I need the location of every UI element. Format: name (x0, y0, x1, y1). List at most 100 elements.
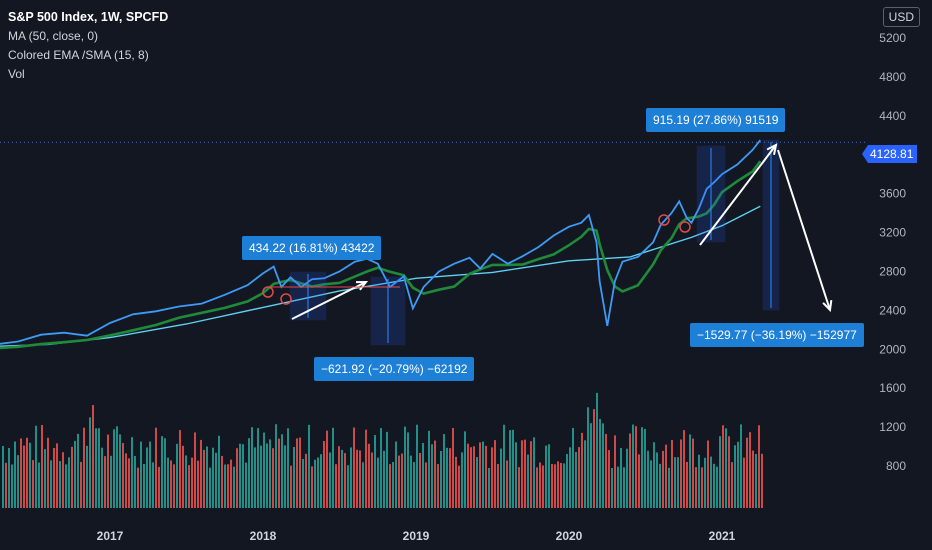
x-tick-label: 2017 (97, 529, 124, 543)
legend-ema-sma[interactable]: Colored EMA /SMA (15, 8) (8, 48, 149, 62)
volume-bar (485, 445, 487, 508)
volume-bar (251, 427, 253, 508)
volume-bar (419, 452, 421, 508)
volume-bar (518, 467, 520, 508)
volume-bar (665, 444, 667, 508)
volume-bar (536, 467, 538, 508)
volume-bar (26, 437, 28, 508)
volume-bar (266, 443, 268, 508)
volume-bar (449, 448, 451, 508)
volume-bar (698, 454, 700, 508)
volume-bar (203, 449, 205, 508)
volume-bar (458, 465, 460, 508)
volume-bar (440, 451, 442, 508)
volume-bar (239, 443, 241, 508)
measure-callout-3[interactable]: 915.19 (27.86%) 91519 (646, 108, 786, 132)
volume-bar (617, 466, 619, 508)
volume-bar (272, 448, 274, 508)
volume-bar (566, 453, 568, 508)
volume-bar (122, 443, 124, 508)
marker-circle (658, 214, 670, 226)
drawings[interactable] (0, 139, 866, 346)
volume-bar (347, 465, 349, 508)
volume-bar (68, 457, 70, 508)
volume-bar (728, 436, 730, 508)
volume-bar (677, 457, 679, 508)
volume-bar (479, 442, 481, 508)
volume-bar (5, 462, 7, 508)
volume-bar (125, 453, 127, 508)
volume-bar (155, 427, 157, 508)
volume-bar (341, 449, 343, 508)
volume-bar (512, 429, 514, 508)
volume-bar (488, 467, 490, 508)
volume-bar (248, 438, 250, 508)
legend-vol[interactable]: Vol (8, 67, 25, 81)
volume-bar (590, 423, 592, 508)
volume-bar (92, 405, 94, 508)
volume-bar (605, 433, 607, 508)
price-line (0, 139, 762, 345)
volume-bar (173, 464, 175, 508)
volume-bar (716, 466, 718, 508)
volume-bar (467, 443, 469, 508)
volume-bar (494, 440, 496, 508)
x-tick-label: 2021 (709, 529, 736, 543)
volume-bar (299, 437, 301, 508)
volume-bar (116, 426, 118, 508)
volume-bar (683, 430, 685, 508)
last-price-tag: 4128.81 (861, 145, 918, 163)
volume-bar (581, 432, 583, 508)
volume-bar (446, 447, 448, 508)
volume-bar (140, 441, 142, 508)
volume-bar (242, 444, 244, 508)
volume-bar (38, 462, 40, 508)
volume-bar (761, 453, 763, 508)
volume-bar (218, 435, 220, 508)
volume-bar (236, 448, 238, 508)
trend-arrow (699, 144, 777, 246)
volume-bar (47, 437, 49, 508)
legend-ma[interactable]: MA (50, close, 0) (8, 29, 99, 43)
volume-bar (362, 462, 364, 508)
volume-bar (455, 456, 457, 508)
volume-bar (491, 447, 493, 508)
volume-bar (371, 452, 373, 508)
volume-bar (260, 445, 262, 508)
volume-bar (86, 445, 88, 508)
volume-bar (719, 436, 721, 508)
volume-bar (326, 430, 328, 508)
volume-bar (701, 467, 703, 508)
volume-bar (230, 459, 232, 508)
y-tick-label: 4400 (879, 109, 906, 123)
volume-bar (188, 465, 190, 508)
measure-callout-1[interactable]: 434.22 (16.81%) 43422 (242, 236, 382, 260)
measure-callout-4[interactable]: −1529.77 (−36.19%) −152977 (690, 323, 864, 347)
volume-bar (365, 429, 367, 508)
volume-bar (353, 427, 355, 508)
volume-bar (755, 453, 757, 508)
volume-bar (284, 445, 286, 508)
volume-bar (641, 427, 643, 508)
volume-bar (32, 460, 34, 508)
volume-bar (302, 458, 304, 508)
volume-bar (398, 455, 400, 508)
volume-bar (410, 455, 412, 508)
chart-title: S&P 500 Index, 1W, SPCFD (8, 10, 169, 24)
volume-bar (134, 455, 136, 508)
y-tick-label: 5200 (879, 31, 906, 45)
volume-bar (575, 451, 577, 508)
volume-bar (548, 444, 550, 508)
currency-button[interactable]: USD (882, 7, 920, 27)
volume-bar (542, 465, 544, 508)
volume-bar (434, 440, 436, 508)
volume-bar (578, 447, 580, 508)
volume-bar (599, 418, 601, 508)
volume-bar (263, 432, 265, 508)
measure-callout-2[interactable]: −621.92 (−20.79%) −62192 (314, 357, 475, 381)
volume-bar (143, 463, 145, 508)
volume-bar (167, 457, 169, 508)
y-tick-label: 2400 (879, 303, 906, 317)
volume-bar (215, 452, 217, 508)
